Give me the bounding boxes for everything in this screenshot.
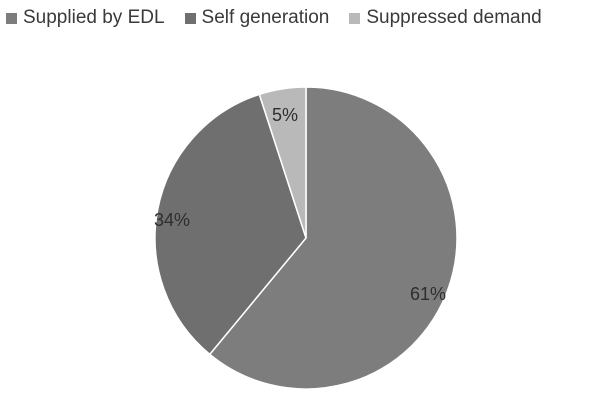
pie-slice-supplied-by-edl [208, 86, 458, 390]
data-label-self-generation: 34% [154, 210, 190, 230]
legend-swatch-suppressed-demand [349, 12, 361, 24]
chart-legend: Supplied by EDL Self generation Suppress… [6, 4, 609, 32]
pie-slice-suppressed-demand [258, 86, 307, 239]
pie-slice-labels: 61% 34% 5% [154, 105, 446, 304]
pie-slice-self-generation [154, 93, 307, 356]
legend-label-self-generation: Self generation [201, 7, 330, 28]
data-label-supplied-by-edl: 61% [410, 284, 446, 304]
legend-label-supplied-by-edl: Supplied by EDL [23, 7, 165, 28]
legend-item-suppressed-demand: Suppressed demand [349, 7, 542, 29]
legend-item-self-generation: Self generation [184, 7, 330, 29]
data-label-suppressed-demand: 5% [272, 105, 298, 125]
pie-slices [154, 86, 458, 390]
legend-swatch-self-generation [184, 12, 196, 24]
legend-item-supplied-by-edl: Supplied by EDL [6, 7, 165, 29]
legend-label-suppressed-demand: Suppressed demand [366, 7, 542, 28]
legend-swatch-supplied-by-edl [6, 12, 17, 24]
